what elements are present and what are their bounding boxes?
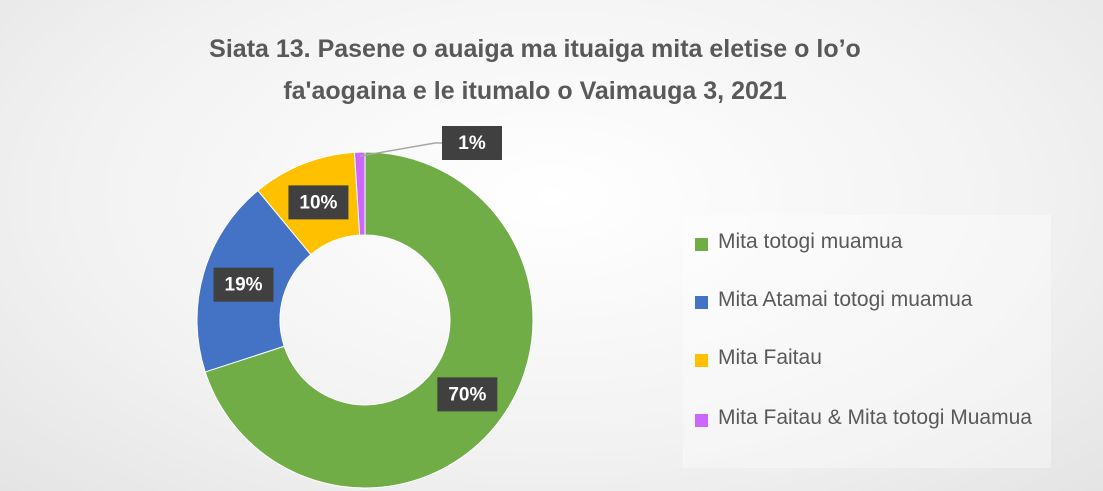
- legend: Mita totogi muamua Mita Atamai totogi mua…: [683, 215, 1051, 468]
- legend-swatch: [695, 296, 708, 309]
- chart-title: Siata 13. Pasene o auaiga ma ituaiga mit…: [209, 35, 861, 105]
- legend-label: Mita Atamai totogi muamua: [718, 288, 973, 311]
- legend-item: Mita Atamai totogi muamua: [695, 281, 1035, 319]
- label-box: [288, 185, 349, 220]
- legend-label: Mita Faitau: [718, 346, 822, 369]
- donut-slice: [353, 151, 366, 236]
- label-box: [213, 267, 274, 302]
- legend-item: Mita Faitau: [695, 339, 1035, 377]
- legend-item: Mita totogi muamua: [695, 223, 1035, 261]
- data-label: 1%: [458, 133, 486, 154]
- legend-swatch: [695, 354, 708, 367]
- legend-swatch: [695, 238, 708, 251]
- data-label: 70%: [448, 384, 486, 405]
- label-box: [437, 377, 498, 412]
- label-box: [442, 126, 502, 160]
- legend-label: Mita totogi muamua: [718, 230, 903, 253]
- data-label: 19%: [225, 275, 263, 296]
- data-label: 10%: [299, 192, 337, 213]
- legend-swatch: [695, 414, 708, 427]
- leader-line: [359, 142, 445, 157]
- legend-item: Mita Faitau & Mita totogi Muamua: [695, 399, 1035, 437]
- legend-label: Mita Faitau & Mita totogi Muamua: [718, 406, 1032, 429]
